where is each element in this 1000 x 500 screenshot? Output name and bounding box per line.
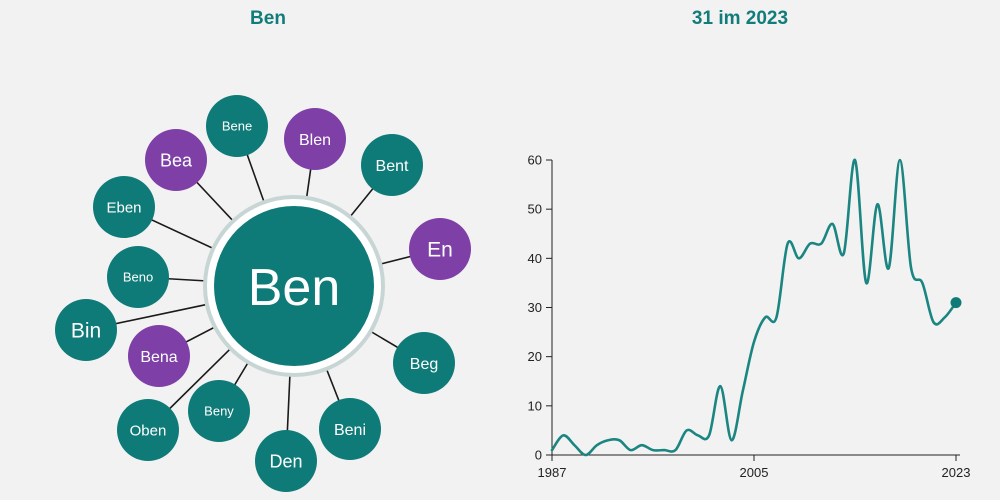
- node-bena[interactable]: Bena: [128, 325, 190, 387]
- node-label: Bin: [71, 320, 101, 343]
- y-tick-label: 20: [528, 349, 542, 364]
- node-label: Beg: [410, 356, 438, 373]
- center-label: Ben: [248, 259, 341, 317]
- node-circle: [55, 299, 117, 361]
- node-en[interactable]: En: [409, 218, 471, 280]
- node-label: Bene: [222, 119, 252, 134]
- center-node[interactable]: Ben: [203, 195, 385, 377]
- node-bea[interactable]: Bea: [145, 129, 207, 191]
- node-label: Beny: [204, 404, 234, 419]
- node-label: Beni: [334, 422, 366, 439]
- y-tick-label: 30: [528, 300, 542, 315]
- node-label: Eben: [106, 199, 141, 216]
- y-tick-label: 50: [528, 202, 542, 217]
- node-blen[interactable]: Blen: [284, 108, 346, 170]
- node-eben[interactable]: Eben: [93, 176, 155, 238]
- node-beg[interactable]: Beg: [393, 332, 455, 394]
- network-title: Ben: [250, 8, 286, 29]
- node-bent[interactable]: Bent: [361, 134, 423, 196]
- x-tick-label: 1987: [538, 465, 567, 480]
- y-tick-label: 60: [528, 153, 542, 168]
- y-tick-label: 40: [528, 251, 542, 266]
- center-circle: [214, 206, 374, 366]
- node-circle: [117, 399, 179, 461]
- node-den[interactable]: Den: [255, 430, 317, 492]
- node-label: Beno: [123, 270, 153, 285]
- node-label: En: [427, 239, 453, 262]
- node-label: Bea: [160, 150, 193, 170]
- node-circle: [206, 95, 268, 157]
- x-tick-label: 2023: [942, 465, 971, 480]
- node-label: Bena: [140, 349, 177, 366]
- node-beny[interactable]: Beny: [188, 380, 250, 442]
- node-label: Bent: [376, 158, 409, 175]
- node-circle: [409, 218, 471, 280]
- name-network: Bene Blen Bent En Beg Beni Den Beny Oben Bena Bin B…: [55, 95, 471, 492]
- node-oben[interactable]: Oben: [117, 399, 179, 461]
- node-label: Blen: [299, 132, 331, 149]
- node-label: Oben: [130, 422, 167, 439]
- node-circle: [319, 398, 381, 460]
- node-circle: [107, 246, 169, 308]
- series-line: [550, 158, 958, 457]
- node-beni[interactable]: Beni: [319, 398, 381, 460]
- last-point-marker: [950, 297, 962, 309]
- node-bin[interactable]: Bin: [55, 299, 117, 361]
- node-circle: [93, 176, 155, 238]
- node-bene[interactable]: Bene: [206, 95, 268, 157]
- node-circle: [128, 325, 190, 387]
- node-circle: [145, 129, 207, 191]
- node-circle: [393, 332, 455, 394]
- y-tick-label: 10: [528, 398, 542, 413]
- y-tick-label: 0: [535, 448, 542, 463]
- node-circle: [188, 380, 250, 442]
- node-circle: [361, 134, 423, 196]
- node-label: Den: [269, 451, 302, 471]
- chart-title: 31 im 2023: [691, 8, 789, 29]
- node-beno[interactable]: Beno: [107, 246, 169, 308]
- node-circle: [284, 108, 346, 170]
- x-tick-label: 2005: [740, 465, 769, 480]
- node-circle: [255, 430, 317, 492]
